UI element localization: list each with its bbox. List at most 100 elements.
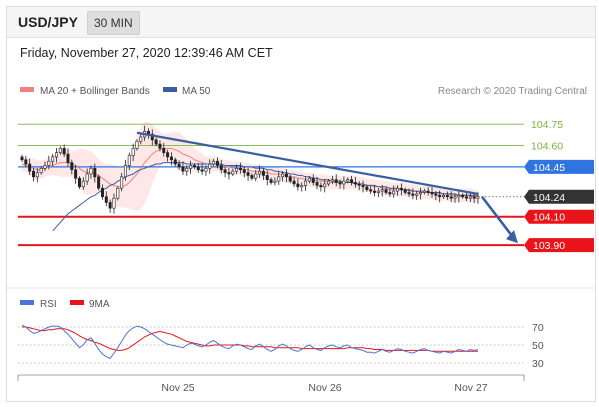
candle-body bbox=[353, 182, 357, 185]
candle-body bbox=[273, 180, 277, 183]
credit-label: Research © 2020 Trading Central bbox=[438, 86, 587, 97]
candle-body bbox=[51, 156, 55, 162]
candle-body bbox=[135, 140, 139, 149]
candle-body bbox=[204, 168, 208, 172]
rsi-line bbox=[21, 324, 479, 360]
candle-body bbox=[288, 176, 292, 182]
level-tag-103.90 bbox=[524, 238, 594, 253]
ma50-line bbox=[52, 162, 478, 232]
candle-body bbox=[300, 185, 304, 188]
ma50-legend-label: MA 50 bbox=[182, 86, 211, 97]
candle-body bbox=[468, 196, 472, 199]
candle-body bbox=[162, 148, 166, 153]
candle-body bbox=[212, 160, 216, 165]
level-tag-104.10 bbox=[524, 209, 594, 224]
candle-body bbox=[399, 187, 403, 190]
x-tick-label: Nov 26 bbox=[308, 382, 341, 394]
level-label-103.90: 103.90 bbox=[533, 240, 565, 252]
level-label-104.24: 104.24 bbox=[533, 192, 565, 204]
candle-body bbox=[31, 170, 35, 178]
level-tag-104.24 bbox=[524, 189, 594, 204]
candle-body bbox=[434, 193, 438, 196]
level-label-104.60: 104.60 bbox=[531, 141, 563, 153]
candle-body bbox=[453, 196, 457, 199]
candle-body bbox=[346, 179, 350, 182]
candle-body bbox=[396, 187, 400, 192]
candle-body bbox=[235, 168, 239, 172]
x-tick-label: Nov 25 bbox=[161, 382, 194, 394]
candle-body bbox=[330, 179, 334, 182]
candle-body bbox=[97, 176, 101, 189]
candle-body bbox=[227, 172, 231, 175]
candle-body bbox=[242, 169, 246, 173]
candle-body bbox=[384, 189, 388, 193]
candle-body bbox=[116, 187, 120, 199]
candle-body bbox=[323, 183, 327, 188]
candle-body bbox=[357, 183, 361, 186]
forecast-arrow-head bbox=[506, 230, 518, 244]
candle-body bbox=[28, 163, 32, 172]
level-tag-104.45 bbox=[524, 159, 594, 174]
ma9-legend-label: 9MA bbox=[89, 299, 110, 310]
candle-body bbox=[426, 190, 430, 193]
candle-body bbox=[223, 169, 227, 173]
chart-header: USD/JPY 30 MIN bbox=[7, 7, 595, 38]
candle-body bbox=[265, 175, 269, 180]
candle-body bbox=[177, 163, 181, 168]
candle-body bbox=[365, 186, 369, 190]
level-label-104.45: 104.45 bbox=[533, 162, 565, 174]
candle-body bbox=[307, 177, 311, 182]
candle-body bbox=[208, 163, 212, 169]
candle-body bbox=[231, 170, 235, 175]
candle-body bbox=[192, 165, 196, 168]
candle-body bbox=[445, 195, 449, 198]
candle-body bbox=[43, 165, 47, 169]
candle-body bbox=[181, 166, 185, 172]
candle-body bbox=[415, 193, 419, 196]
candle-body bbox=[189, 165, 193, 169]
timeframe-badge[interactable]: 30 MIN bbox=[87, 11, 140, 35]
candle-body bbox=[334, 179, 338, 183]
candle-body bbox=[457, 195, 461, 198]
ma9-legend-swatch bbox=[70, 300, 84, 305]
ma9-line bbox=[22, 326, 478, 352]
candle-body bbox=[380, 189, 384, 192]
ma20-legend-swatch bbox=[20, 87, 34, 92]
candle-body bbox=[185, 168, 189, 172]
candle-body bbox=[461, 195, 465, 198]
candle-body bbox=[369, 189, 373, 192]
candle-body bbox=[304, 180, 308, 186]
candle-body bbox=[411, 193, 415, 196]
candle-body bbox=[66, 153, 70, 163]
price-panel: 104.75 104.60 104.45 104.24 104.10 103.90 bbox=[18, 119, 594, 253]
candle-body bbox=[120, 176, 124, 189]
rsi-tick-30: 30 bbox=[532, 358, 544, 370]
candle-body bbox=[74, 169, 78, 179]
candle-body bbox=[150, 133, 154, 141]
candle-body bbox=[62, 148, 66, 155]
candle-body bbox=[89, 168, 93, 175]
candle-body bbox=[277, 176, 281, 182]
rsi-tick-70: 70 bbox=[532, 322, 544, 334]
candle-body bbox=[200, 169, 204, 172]
candle-body bbox=[77, 177, 81, 188]
candle-body bbox=[127, 155, 131, 166]
candle-body bbox=[47, 160, 51, 166]
candle-body bbox=[361, 185, 365, 188]
candle-body bbox=[20, 156, 24, 161]
candle-body bbox=[281, 173, 285, 178]
candle-body bbox=[350, 179, 354, 183]
forecast-arrow-shaft bbox=[480, 195, 515, 238]
candle-body bbox=[219, 165, 223, 171]
candle-body bbox=[246, 172, 250, 176]
candle-body bbox=[104, 196, 108, 203]
ma20-legend-label: MA 20 + Bollinger Bands bbox=[40, 86, 150, 97]
candle-body bbox=[292, 180, 296, 185]
candle-body bbox=[449, 196, 453, 199]
candle-body bbox=[169, 156, 173, 161]
x-tick-label: Nov 27 bbox=[454, 382, 487, 394]
timestamp: Friday, November 27, 2020 12:39:46 AM CE… bbox=[20, 46, 273, 60]
candle-body bbox=[70, 162, 74, 171]
candle-body bbox=[35, 172, 39, 178]
